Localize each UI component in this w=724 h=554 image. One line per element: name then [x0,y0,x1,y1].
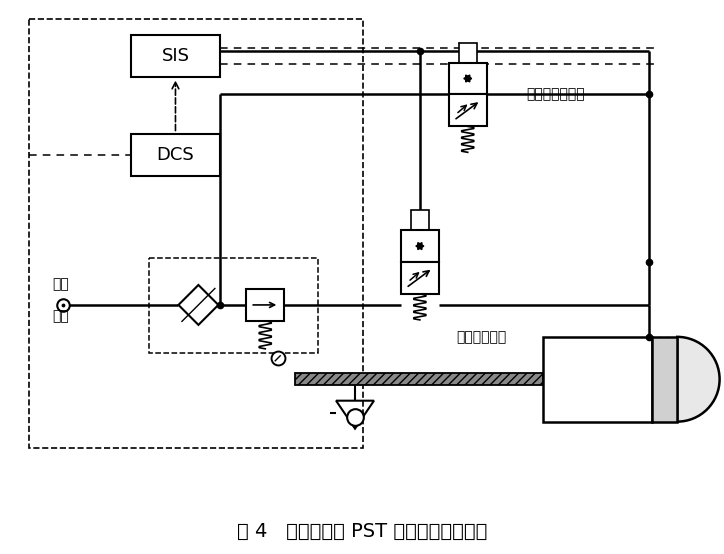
Text: 辅助气缸电磁阀: 辅助气缸电磁阀 [526,88,585,101]
Bar [411,210,429,230]
Polygon shape [418,243,424,249]
Polygon shape [464,75,470,82]
Polygon shape [466,75,472,82]
Wedge shape [677,337,720,422]
Bar [401,230,439,262]
Bar [449,63,487,95]
Polygon shape [416,243,422,249]
Bar [449,95,487,126]
Bar [652,337,677,422]
Bar [29,19,363,448]
Bar [148,258,318,353]
Bar [130,135,220,176]
Text: 空气: 空气 [52,309,69,323]
Text: 仪表: 仪表 [52,277,69,291]
Bar [130,34,220,76]
Bar [401,262,439,294]
Text: 图 4   辅助气缸式 PST 执行机构气路示意: 图 4 辅助气缸式 PST 执行机构气路示意 [237,522,487,541]
Bar [295,373,542,384]
Text: 主气缸电磁阀: 主气缸电磁阀 [457,330,507,344]
Text: SIS: SIS [161,47,190,65]
Bar [246,289,285,321]
Bar [459,43,476,63]
Text: DCS: DCS [156,146,194,165]
Bar [542,337,652,422]
